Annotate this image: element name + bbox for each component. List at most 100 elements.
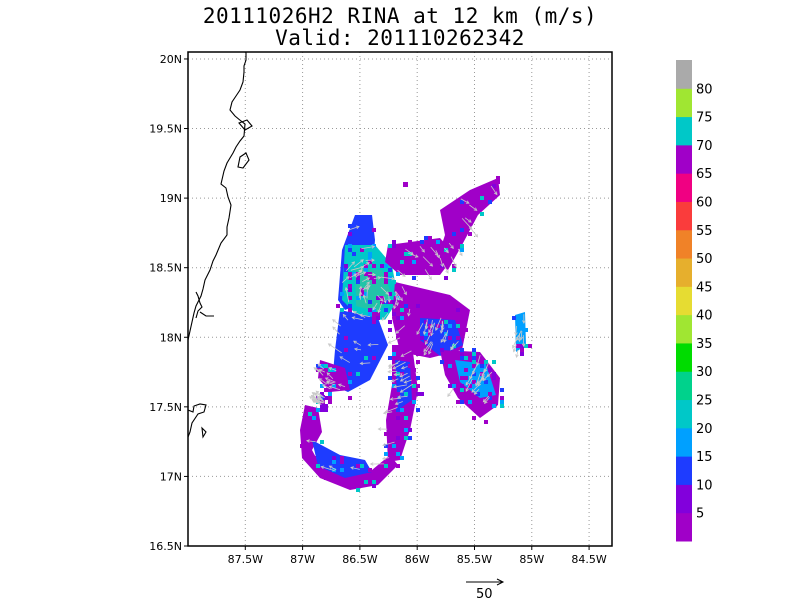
wind-vector xyxy=(328,343,342,354)
wind-speed-cell xyxy=(312,436,316,440)
wind-speed-cell xyxy=(356,280,360,284)
colorbar-swatch xyxy=(676,201,692,231)
wind-vector-head xyxy=(381,317,386,321)
wind-speed-cell xyxy=(336,468,340,472)
wind-vector-head xyxy=(428,350,432,355)
wind-vector xyxy=(388,362,399,367)
wind-vector-head xyxy=(453,263,457,268)
wind-vector-head xyxy=(337,383,342,387)
wind-speed-cell xyxy=(400,308,404,312)
wind-speed-cell xyxy=(312,416,316,420)
wind-vector-head xyxy=(359,361,364,366)
wind-speed-cell xyxy=(324,408,328,412)
wind-vector xyxy=(401,366,408,369)
wind-speed-cell xyxy=(384,272,388,276)
wind-vector xyxy=(401,350,412,357)
colorbar-label: 15 xyxy=(696,450,713,465)
lat-tick-label: 20N xyxy=(160,53,182,66)
map-title: 20111026H2 RINA at 12 km (m/s) xyxy=(202,4,598,28)
wind-vector-head xyxy=(372,306,376,311)
colorbar-swatch xyxy=(676,258,692,287)
wind-speed-cell xyxy=(320,364,324,368)
wind-vector-head xyxy=(399,389,404,393)
wind-vector-head xyxy=(436,254,440,259)
wind-vector-head xyxy=(360,259,364,263)
wind-vector xyxy=(476,355,481,366)
wind-speed-cell xyxy=(348,248,352,252)
wind-vector xyxy=(350,266,364,271)
wind-speed-cell xyxy=(472,364,476,368)
wind-vector xyxy=(450,256,457,267)
wind-vector-head xyxy=(450,245,454,249)
wind-speed-cell xyxy=(400,252,404,256)
wind-speed-cell xyxy=(368,308,372,312)
wind-vector-head xyxy=(429,263,434,267)
wind-speed-cell xyxy=(520,348,524,352)
wind-vector xyxy=(328,367,337,372)
wind-vector xyxy=(314,399,324,404)
wind-vector xyxy=(440,321,444,334)
wind-vector xyxy=(484,397,490,404)
wind-vector xyxy=(339,356,350,363)
wind-vector xyxy=(448,242,454,249)
wind-vector-head xyxy=(423,351,427,356)
wind-speed-cell xyxy=(368,336,372,340)
wind-vector-head xyxy=(328,385,333,389)
wind-vector xyxy=(404,379,412,384)
wind-speed-cell xyxy=(452,264,456,268)
wind-speed-cell xyxy=(388,376,392,380)
wind-speed-cell xyxy=(424,332,428,336)
wind-speed-cell xyxy=(396,316,400,320)
wind-vector-head xyxy=(465,381,469,386)
wind-vector xyxy=(430,319,433,329)
wind-speed-cell xyxy=(412,400,416,404)
wind-speed-cell xyxy=(316,408,320,412)
wind-speed-cell xyxy=(372,484,376,488)
wind-vector xyxy=(388,370,398,373)
wind-speed-cell xyxy=(432,244,436,248)
wind-speed-cell xyxy=(488,200,492,204)
wind-speed-cell xyxy=(348,372,352,376)
wind-vector-head xyxy=(320,465,325,470)
wind-vector xyxy=(355,269,363,278)
wind-vector-head xyxy=(326,372,331,376)
wind-speed-cell xyxy=(460,384,464,388)
wind-speed-cell xyxy=(396,392,400,396)
wind-speed-cell xyxy=(344,336,348,340)
wind-speed-cell xyxy=(352,252,356,256)
wind-speed-cell xyxy=(416,384,420,388)
wind-speed-cell xyxy=(372,228,376,232)
wind-vector xyxy=(388,293,390,302)
wind-vector-head xyxy=(317,369,321,373)
wind-speed-cell xyxy=(368,312,372,316)
map-valid-time: Valid: 201110262342 xyxy=(275,26,525,50)
wind-vector xyxy=(457,248,463,256)
wind-speed-cell xyxy=(408,240,412,244)
colorbar-swatch xyxy=(676,88,692,118)
wind-vector-head xyxy=(402,273,406,277)
wind-vector-head xyxy=(393,384,397,389)
wind-speed-cell xyxy=(360,248,364,252)
wind-vector xyxy=(394,291,400,301)
wind-vector-head xyxy=(345,276,350,280)
wind-speed-cell xyxy=(392,396,396,400)
wind-vector xyxy=(393,384,407,388)
wind-vector xyxy=(443,330,449,343)
wind-vector xyxy=(481,369,485,381)
wind-speed-cell xyxy=(392,444,396,448)
wind-vector-head xyxy=(447,393,451,398)
wind-speed-cell xyxy=(420,240,424,244)
wind-vector xyxy=(474,389,480,395)
colorbar-label: 50 xyxy=(696,252,713,267)
colorbar-label: 25 xyxy=(696,394,713,409)
wind-vector xyxy=(326,381,335,386)
wind-speed-cell xyxy=(436,240,440,244)
wind-vector-head xyxy=(395,330,400,334)
wind-vector-head xyxy=(435,327,439,331)
wind-speed-cell xyxy=(460,248,464,252)
wind-vector xyxy=(422,256,433,267)
wind-speed-cell xyxy=(480,196,484,200)
wind-speed-cell xyxy=(492,372,496,376)
wind-speed-cell xyxy=(460,400,464,404)
wind-speed-cell xyxy=(448,352,452,356)
